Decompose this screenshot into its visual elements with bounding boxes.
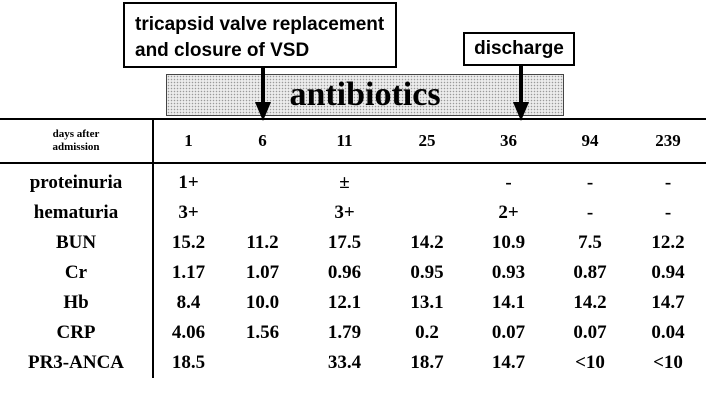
table-cell: <10 <box>653 352 683 373</box>
table-cell: 14.7 <box>651 292 685 313</box>
table-cell: 1.07 <box>245 262 280 283</box>
day-header: 6 <box>223 120 302 164</box>
row-label: Cr <box>0 258 154 288</box>
table-cell: 10.0 <box>245 292 280 313</box>
day-header: 94 <box>550 120 630 164</box>
table-cell: 18.7 <box>410 352 444 373</box>
day-header: 11 <box>302 120 387 164</box>
table-cell: 0.93 <box>491 262 526 283</box>
row-label: hematuria <box>0 198 154 228</box>
table-cell: - <box>664 172 672 193</box>
table-cell: - <box>586 202 594 223</box>
table-cell: 14.1 <box>491 292 526 313</box>
table-row-hematuria: hematuria 3+ 3+ 2+ - - <box>0 198 706 228</box>
table-header-row: days after admission 1 6 11 25 36 94 239 <box>0 120 706 164</box>
table-cell: 12.1 <box>327 292 362 313</box>
table-cell: 0.95 <box>410 262 444 283</box>
day-header: 36 <box>467 120 550 164</box>
table-cell: <10 <box>575 352 605 373</box>
table-cell <box>223 198 302 228</box>
table-row-proteinuria: proteinuria 1+ ± - - - <box>0 163 706 198</box>
day-header: 239 <box>630 120 706 164</box>
table-cell: 10.9 <box>491 232 526 253</box>
table-cell: 11.2 <box>246 232 279 253</box>
table-cell: 14.2 <box>573 292 607 313</box>
table-cell: - <box>586 172 594 193</box>
table-cell: - <box>664 202 672 223</box>
table-cell: 1+ <box>178 172 199 193</box>
table-cell: 3+ <box>178 202 199 223</box>
table-cell: 1.56 <box>245 322 280 343</box>
table-cell: 8.4 <box>176 292 201 313</box>
table-cell: 0.04 <box>651 322 685 343</box>
day-header: 1 <box>153 120 223 164</box>
surgery-annotation-line2: and closure of VSD <box>135 40 310 61</box>
surgery-annotation: tricapsid valve replacement and closure … <box>123 2 397 68</box>
table-cell: 1.79 <box>327 322 362 343</box>
table-row-bun: BUN 15.2 11.2 17.5 14.2 10.9 7.5 12.2 <box>0 228 706 258</box>
row-label: BUN <box>0 228 154 258</box>
table-cell: 15.2 <box>171 232 206 253</box>
row-label: proteinuria <box>0 163 154 198</box>
table-cell <box>223 163 302 198</box>
table-cell <box>387 163 467 198</box>
table-cell: 33.4 <box>327 352 362 373</box>
table-cell: 0.94 <box>651 262 685 283</box>
day-header: 25 <box>387 120 467 164</box>
days-after-admission-header: days after admission <box>0 120 154 164</box>
header-label-line2: admission <box>52 141 100 153</box>
table-cell: 1.17 <box>171 262 206 283</box>
table-cell: 12.2 <box>651 232 685 253</box>
lab-results-table: days after admission 1 6 11 25 36 94 239… <box>0 120 706 378</box>
table-cell: 0.07 <box>573 322 607 343</box>
table-cell <box>387 198 467 228</box>
table-cell: 2+ <box>498 202 519 223</box>
table-cell: ± <box>339 172 350 193</box>
table-cell: 14.2 <box>410 232 444 253</box>
table-cell: 3+ <box>334 202 355 223</box>
table-cell: 0.07 <box>491 322 526 343</box>
table-cell: 17.5 <box>327 232 362 253</box>
discharge-annotation: discharge <box>463 32 575 66</box>
table-cell: 0.2 <box>415 322 439 343</box>
row-label: CRP <box>0 318 154 348</box>
table-row-hb: Hb 8.4 10.0 12.1 13.1 14.1 14.2 14.7 <box>0 288 706 318</box>
table-cell: - <box>505 172 512 193</box>
table-cell: 7.5 <box>578 232 602 253</box>
table-cell: 4.06 <box>171 322 206 343</box>
row-label: PR3-ANCA <box>0 348 154 378</box>
table-cell: 14.7 <box>491 352 526 373</box>
table-cell: 13.1 <box>410 292 444 313</box>
table-row-pr3-anca: PR3-ANCA 18.5 33.4 18.7 14.7 <10 <10 <box>0 348 706 378</box>
table-cell: 0.87 <box>573 262 607 283</box>
row-label: Hb <box>0 288 154 318</box>
surgery-annotation-line1: tricapsid valve replacement <box>135 14 385 35</box>
table-row-crp: CRP 4.06 1.56 1.79 0.2 0.07 0.07 0.04 <box>0 318 706 348</box>
antibiotics-bar: antibiotics <box>166 74 564 116</box>
table-cell <box>223 348 302 378</box>
header-label-line1: days after <box>52 128 100 140</box>
table-cell: 0.96 <box>327 262 362 283</box>
table-row-cr: Cr 1.17 1.07 0.96 0.95 0.93 0.87 0.94 <box>0 258 706 288</box>
table-cell: 18.5 <box>171 352 206 373</box>
lab-results-table-wrap: days after admission 1 6 11 25 36 94 239… <box>0 118 706 406</box>
